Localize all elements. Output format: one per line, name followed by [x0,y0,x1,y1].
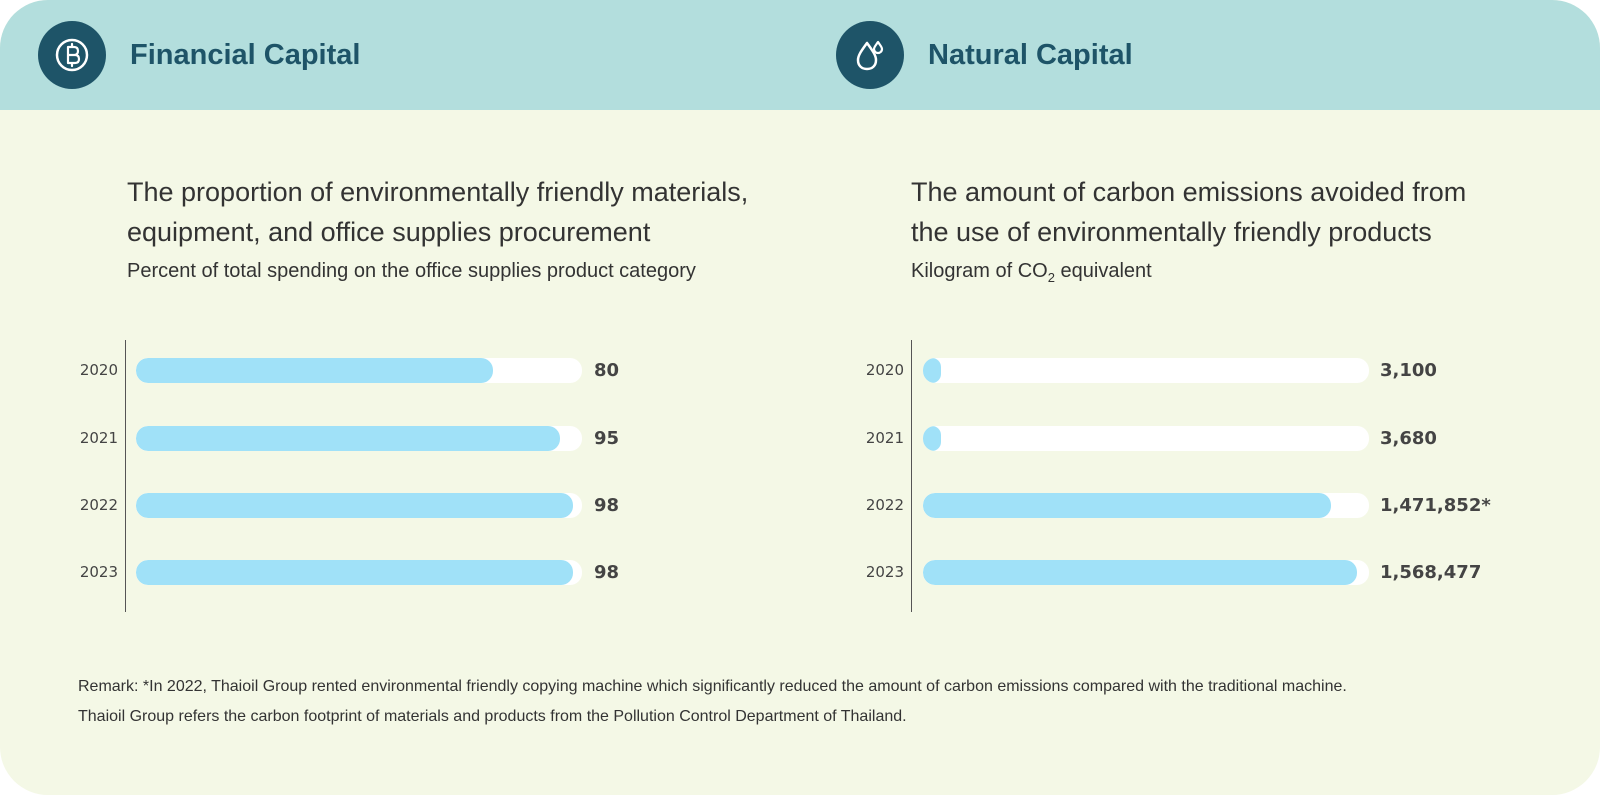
financial-chart-subtitle: Percent of total spending on the office … [127,260,696,282]
natural-year-label: 2023 [865,563,904,581]
financial-bar-track [136,560,582,585]
financial-bar-track [136,493,582,518]
financial-bar-chart: 2020 80 2021 95 2022 98 2023 98 [0,340,800,612]
financial-year-label: 2021 [79,429,118,447]
natural-bar-track [923,358,1369,383]
natural-chart-subtitle: Kilogram of CO2 equivalent [911,260,1551,285]
natural-year-label: 2021 [865,429,904,447]
financial-chart-heading: The proportion of environmentally friend… [127,172,847,283]
natural-value-label: 3,100 [1380,360,1437,381]
header-bar: Financial Capital Natural Capital [0,0,1600,110]
financial-bar-2021 [136,426,560,451]
natural-bar-track [923,426,1369,451]
natural-value-label: 3,680 [1380,428,1437,449]
natural-chart-heading: The amount of carbon emissions avoided f… [911,172,1551,285]
financial-value-label: 98 [594,562,620,583]
natural-subtitle-prefix: Kilogram of CO [911,260,1048,282]
financial-bar-track [136,426,582,451]
natural-value-label: 1,568,477 [1380,562,1482,583]
financial-year-label: 2020 [79,361,118,379]
financial-value-label: 80 [594,360,620,381]
natural-chart-title-line2: the use of environmentally friendly prod… [911,217,1432,247]
financial-header: Financial Capital [38,0,360,110]
natural-bar-track [923,560,1369,585]
natural-bar-2023 [923,560,1358,585]
remark-line-2: Thaioil Group refers the carbon footprin… [78,708,907,725]
natural-header-title: Natural Capital [928,38,1133,71]
natural-value-label: 1,471,852* [1380,495,1491,516]
natural-bar-chart: 2020 3,100 2021 3,680 2022 1,471,852* 2023 1,56… [800,340,1600,612]
financial-chart-title-line2: equipment, and office supplies procureme… [127,217,651,247]
remark-line-1: Remark: *In 2022, Thaioil Group rented e… [78,678,1347,695]
natural-bar-track [923,493,1369,518]
natural-chart-title-line1: The amount of carbon emissions avoided f… [911,177,1467,207]
natural-bar-2020 [923,358,941,383]
financial-bar-2023 [136,560,574,585]
financial-year-label: 2023 [79,563,118,581]
natural-header: Natural Capital [836,0,1133,110]
water-drop-icon [836,21,904,89]
financial-chart-axis [125,340,126,612]
natural-chart-axis [911,340,912,612]
financial-chart-title-line1: The proportion of environmentally friend… [127,177,749,207]
natural-bar-2022 [923,493,1331,518]
financial-bar-2020 [136,358,493,383]
financial-header-title: Financial Capital [130,38,361,71]
remark-note: Remark: *In 2022, Thaioil Group rented e… [78,672,1347,732]
natural-subtitle-subscript: 2 [1047,270,1055,285]
financial-year-label: 2022 [79,496,118,514]
financial-bar-track [136,358,582,383]
natural-year-label: 2020 [865,361,904,379]
natural-bar-2021 [923,426,941,451]
natural-subtitle-suffix: equivalent [1054,260,1152,282]
financial-bar-2022 [136,493,574,518]
natural-year-label: 2022 [865,496,904,514]
baht-coin-icon [38,21,106,89]
financial-value-label: 98 [594,495,620,516]
financial-value-label: 95 [594,428,620,449]
